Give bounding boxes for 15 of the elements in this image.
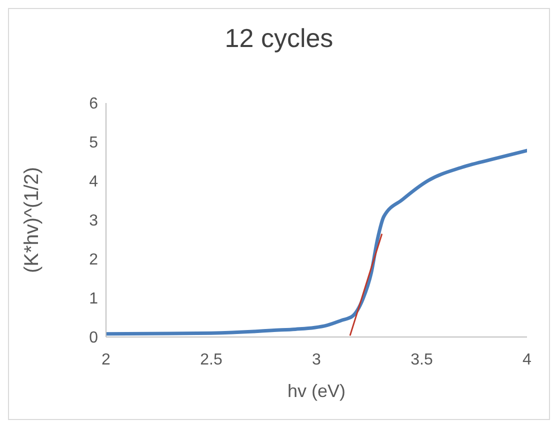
chart-title: 12 cycles	[224, 23, 334, 54]
y-tick-label: 3	[89, 212, 98, 230]
y-axis-title: (K*hv)^(1/2)	[21, 166, 44, 274]
x-tick-label: 3	[312, 351, 322, 368]
y-tick-label: 6	[89, 96, 98, 113]
y-tick-label: 5	[89, 134, 98, 152]
x-tick-label: 4	[522, 351, 532, 368]
y-tick-label: 1	[89, 290, 98, 308]
y-tick-label: 4	[89, 174, 98, 191]
x-tick-label: 3.5	[410, 351, 433, 368]
x-tick-label: 2.5	[200, 351, 222, 368]
y-tick-label: 2	[89, 252, 98, 269]
y-tick-label: 0	[89, 330, 98, 347]
x-tick-label: 2	[102, 351, 111, 368]
x-axis-title: hv (eV)	[287, 381, 346, 401]
